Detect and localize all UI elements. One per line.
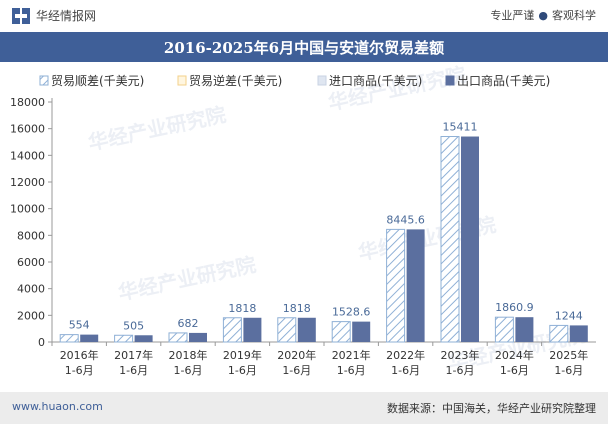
y-tick-label: 10000	[10, 203, 45, 216]
surplus-bar	[331, 321, 351, 343]
x-tick-label-line: 1-6月	[391, 364, 420, 377]
footer	[0, 392, 608, 424]
legend-swatch	[317, 75, 327, 86]
export-bar	[189, 332, 207, 342]
surplus-bar	[440, 136, 460, 343]
x-tick-label-line: 1-6月	[174, 364, 203, 377]
bars	[59, 136, 588, 343]
legend-label: 进口商品(千美元)	[329, 73, 422, 88]
data-label: 1818	[283, 302, 311, 315]
x-tick-label: 2017年 1-6月	[114, 348, 153, 377]
x-tick-label: 2016年 1-6月	[60, 348, 99, 377]
legend-label: 贸易逆差(千美元)	[189, 73, 282, 88]
title-bar	[0, 32, 608, 62]
x-tick-label-line: 1-6月	[228, 364, 257, 377]
watermark-text: 华经产业研究院	[86, 102, 228, 155]
y-tick-label: 16000	[10, 123, 45, 136]
y-axis: 0 2000 4000 6000 8000 10000 12000 14000 16000 180…	[10, 96, 53, 349]
slogan: 专业严谨 ● 客观科学	[490, 7, 596, 23]
x-tick-label-line: 1-6月	[446, 364, 475, 377]
x-tick-label-line: 2024年	[495, 348, 534, 362]
legend-label: 贸易顺差(千美元)	[51, 74, 144, 88]
export-bar	[461, 136, 479, 342]
data-label: 1818	[228, 302, 256, 315]
surplus-bar	[277, 317, 297, 343]
x-tick-label: 2021年 1-6月	[332, 348, 371, 377]
x-tick-label-line: 2017年	[114, 348, 153, 362]
x-tick-label: 2024年 1-6月	[495, 348, 534, 377]
x-tick-label: 2020年 1-6月	[277, 348, 316, 377]
y-tick-label: 6000	[17, 256, 45, 269]
y-tick-label: 4000	[17, 283, 45, 296]
x-tick-label-line: 2023年	[441, 348, 480, 362]
x-tick-label-line: 2018年	[169, 348, 208, 362]
export-bar	[352, 321, 371, 342]
surplus-bar	[59, 334, 79, 343]
chart-title: 2016-2025年6月中国与安道尔贸易差额	[163, 39, 445, 57]
data-label: 1244	[555, 309, 583, 322]
export-bar	[406, 229, 425, 342]
slogan-dot: ●	[538, 9, 548, 22]
x-tick-label-line: 1-6月	[337, 364, 366, 377]
export-bar	[80, 334, 99, 342]
footer-source: 数据来源：中国海关，华经产业研究院整理	[387, 402, 596, 415]
x-tick-label: 2023年 1-6月	[441, 348, 480, 377]
x-tick-label-line: 1-6月	[282, 364, 311, 377]
y-tick-label: 2000	[17, 309, 45, 322]
top-bar: 华经情报网 专业严谨 ● 客观科学	[0, 0, 608, 32]
legend: 贸易顺差(千美元) 贸易逆差(千美元) 进口商品(千美元) 出口商品(千美元)	[39, 73, 550, 88]
data-label: 682	[178, 317, 199, 330]
x-tick-label-line: 2016年	[60, 348, 99, 362]
surplus-bar	[222, 317, 242, 343]
site-name: 华经情报网	[36, 9, 97, 23]
y-tick-label: 14000	[10, 149, 45, 162]
x-tick-label-line: 1-6月	[500, 364, 529, 377]
x-tick-label: 2022年 1-6月	[386, 348, 425, 377]
legend-swatch	[445, 75, 455, 86]
x-tick-label: 2019年 1-6月	[223, 348, 262, 377]
data-label: 505	[123, 319, 144, 332]
legend-swatch	[39, 75, 49, 86]
x-tick-label-line: 2021年	[332, 348, 371, 362]
y-tick-label: 18000	[10, 96, 45, 109]
x-tick-label: 2025年 1-6月	[549, 348, 588, 377]
export-bar	[243, 317, 262, 342]
surplus-bar	[386, 228, 406, 343]
x-tick-label-line: 2022年	[386, 348, 425, 362]
x-tick-label-line: 2025年	[549, 348, 588, 362]
data-label: 1860.9	[495, 301, 534, 314]
x-tick-label: 2018年 1-6月	[169, 348, 208, 377]
footer-website: www.huaon.com	[12, 400, 103, 413]
slogan-professional: 专业严谨	[490, 9, 535, 22]
data-labels: 554 505 682 1818 1818 1528.6 8445.6 15411 1860.9…	[69, 121, 583, 333]
surplus-bar	[114, 334, 134, 343]
y-tick-label: 12000	[10, 176, 45, 189]
export-bar	[569, 325, 588, 342]
y-tick-label: 8000	[17, 229, 45, 242]
data-label: 554	[69, 319, 90, 332]
data-label: 8445.6	[386, 213, 425, 226]
watermark-text: 华经产业研究院	[116, 252, 258, 305]
x-tick-label-line: 1-6月	[554, 364, 583, 377]
huajing-logo-icon	[12, 8, 30, 24]
x-tick-label-line: 2019年	[223, 348, 262, 362]
x-tick-label-line: 1-6月	[119, 364, 148, 377]
x-tick-label-line: 2020年	[277, 348, 316, 362]
data-label: 1528.6	[332, 306, 371, 319]
x-tick-label-line: 1-6月	[65, 364, 94, 377]
legend-label: 出口商品(千美元)	[457, 73, 550, 88]
surplus-bar	[549, 324, 569, 343]
watermark-text: 华经产业研究院	[326, 62, 468, 115]
slogan-objective: 客观科学	[552, 9, 596, 22]
data-label: 15411	[443, 121, 478, 134]
surplus-bar	[494, 316, 514, 343]
legend-swatch	[177, 75, 187, 86]
export-bar	[134, 335, 153, 342]
export-bar	[515, 317, 534, 342]
y-tick-label: 0	[38, 336, 45, 349]
export-bar	[297, 317, 316, 342]
surplus-bar	[168, 332, 188, 343]
